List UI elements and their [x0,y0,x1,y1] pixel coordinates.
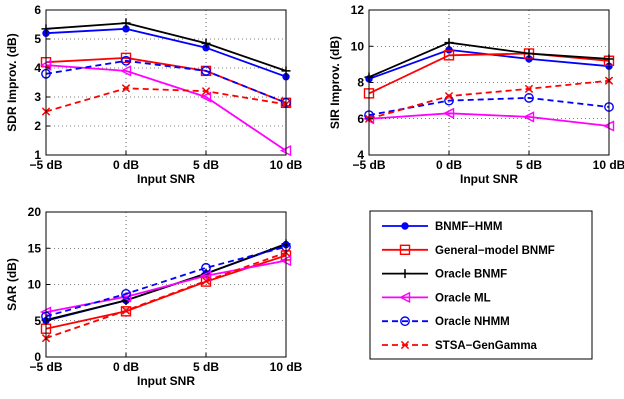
y-tick-label: 15 [28,241,42,255]
series-line-general-model-bnmf [45,56,287,104]
legend-marker-general-model-bnmf [399,244,411,256]
legend-label-general-model-bnmf: General−model BNMF [435,245,555,257]
sdr-improvement-chart: −5 dB 0 dB 5 dB 10 dB 1 2 3 4 5 6 Input SNR SDR Imp… [5,3,303,186]
point-oracle-ml [199,270,212,282]
y-tick-label: 5 [34,314,41,328]
series-line-oracle-nhmm [368,96,610,116]
point-stsa-gengamma [444,91,454,101]
legend: BNMF−HMM General−model BNMF Oracle BNMF Ora… [369,210,593,360]
x-tick-label: −5 dB [29,158,62,172]
legend-label-oracle-bnmf: Oracle BNMF [435,269,507,281]
point-oracle-nhmm [524,93,534,103]
x-tick-label: 0 dB [113,360,139,374]
point-stsa-gengamma [121,306,131,315]
y-tick-label: 20 [28,205,42,219]
point-oracle-nhmm [201,262,211,273]
point-stsa-gengamma [201,276,211,286]
y-tick-label: 10 [28,278,42,292]
x-tick-label: 10 dB [593,158,624,172]
series-line-oracle-ml [368,112,610,127]
series-line-oracle-ml [45,259,287,313]
x-axis-label: Input SNR [137,172,195,186]
y-axis-label: SDR Improv. (dB) [5,33,19,131]
legend-marker-bnmf-hmm [401,222,409,230]
series-line-oracle-nhmm [45,245,287,318]
y-axis-label: SIR Improv. (dB) [328,36,342,129]
y-tick-label: 2 [34,119,41,133]
series-line-oracle-bnmf [45,22,287,72]
x-axis-label: Input SNR [460,172,518,186]
plot-area-frame [45,9,287,156]
y-tick-label: 4 [34,61,41,75]
x-tick-label: 0 dB [436,158,462,172]
point-oracle-nhmm [201,66,211,76]
point-bnmf-hmm [445,46,453,54]
legend-box [369,210,593,360]
y-tick-label: 12 [351,3,365,17]
x-axis-label: Input SNR [137,374,195,388]
series-line-bnmf-hmm [45,27,287,78]
legend-label-bnmf-hmm: BNMF−HMM [435,221,502,233]
y-tick-label: 4 [357,148,364,162]
point-general-model-bnmf [120,52,132,64]
series-line-oracle-nhmm [45,59,287,104]
y-tick-label: 5 [34,32,41,46]
y-tick-label: 3 [34,90,41,104]
point-oracle-ml [119,65,132,77]
point-oracle-ml [199,91,212,103]
point-oracle-bnmf [201,38,211,48]
legend-label-oracle-nhmm: Oracle NHMM [435,316,510,328]
y-tick-label: 0 [34,350,41,364]
x-tick-label: 10 dB [270,158,303,172]
series-line-stsa-gengamma [45,251,287,339]
series-line-stsa-gengamma [45,87,287,113]
point-oracle-bnmf [524,49,534,58]
y-tick-label: 1 [34,148,41,162]
series-line-oracle-bnmf [45,243,287,321]
legend-marker-oracle-ml [398,291,411,304]
point-oracle-ml [442,107,455,119]
y-tick-label: 6 [357,112,364,126]
point-stsa-gengamma [121,84,131,93]
legend-marker-oracle-bnmf [400,269,410,279]
series-line-general-model-bnmf [368,52,610,95]
y-tick-label: 10 [351,39,365,53]
point-oracle-bnmf [121,18,131,28]
x-tick-label: 5 dB [193,158,219,172]
point-oracle-bnmf [444,38,454,48]
legend-label-stsa-gengamma: STSA−GenGamma [435,340,538,352]
series-line-general-model-bnmf [45,254,287,330]
legend-label-oracle-ml: Oracle ML [435,292,491,304]
y-tick-label: 8 [357,76,364,90]
y-axis-label: SAR (dB) [5,258,19,311]
x-tick-label: 10 dB [270,360,303,374]
x-tick-label: 0 dB [113,158,139,172]
x-tick-label: −5 dB [29,360,62,374]
point-stsa-gengamma [524,84,534,93]
y-tick-label: 6 [34,3,41,17]
series-line-oracle-bnmf [368,41,610,78]
x-tick-label: 5 dB [516,158,542,172]
point-oracle-ml [522,111,535,123]
point-oracle-nhmm [121,289,131,299]
point-general-model-bnmf [443,50,455,61]
point-stsa-gengamma [201,87,211,96]
sir-improvement-chart: −5 dB 0 dB 5 dB 10 dB 4 6 8 10 12 Input SNR SIR Im… [328,3,624,186]
sar-chart: −5 dB 0 dB 5 dB 10 dB 0 5 10 15 20 Input SNR SAR (… [5,205,303,388]
point-oracle-nhmm [121,55,131,66]
x-tick-label: −5 dB [352,158,385,172]
series-line-oracle-ml [45,64,287,152]
series-line-stsa-gengamma [368,79,610,120]
x-tick-label: 5 dB [193,360,219,374]
legend-marker-stsa-gengamma [400,340,410,350]
legend-marker-oracle-nhmm [400,316,410,327]
